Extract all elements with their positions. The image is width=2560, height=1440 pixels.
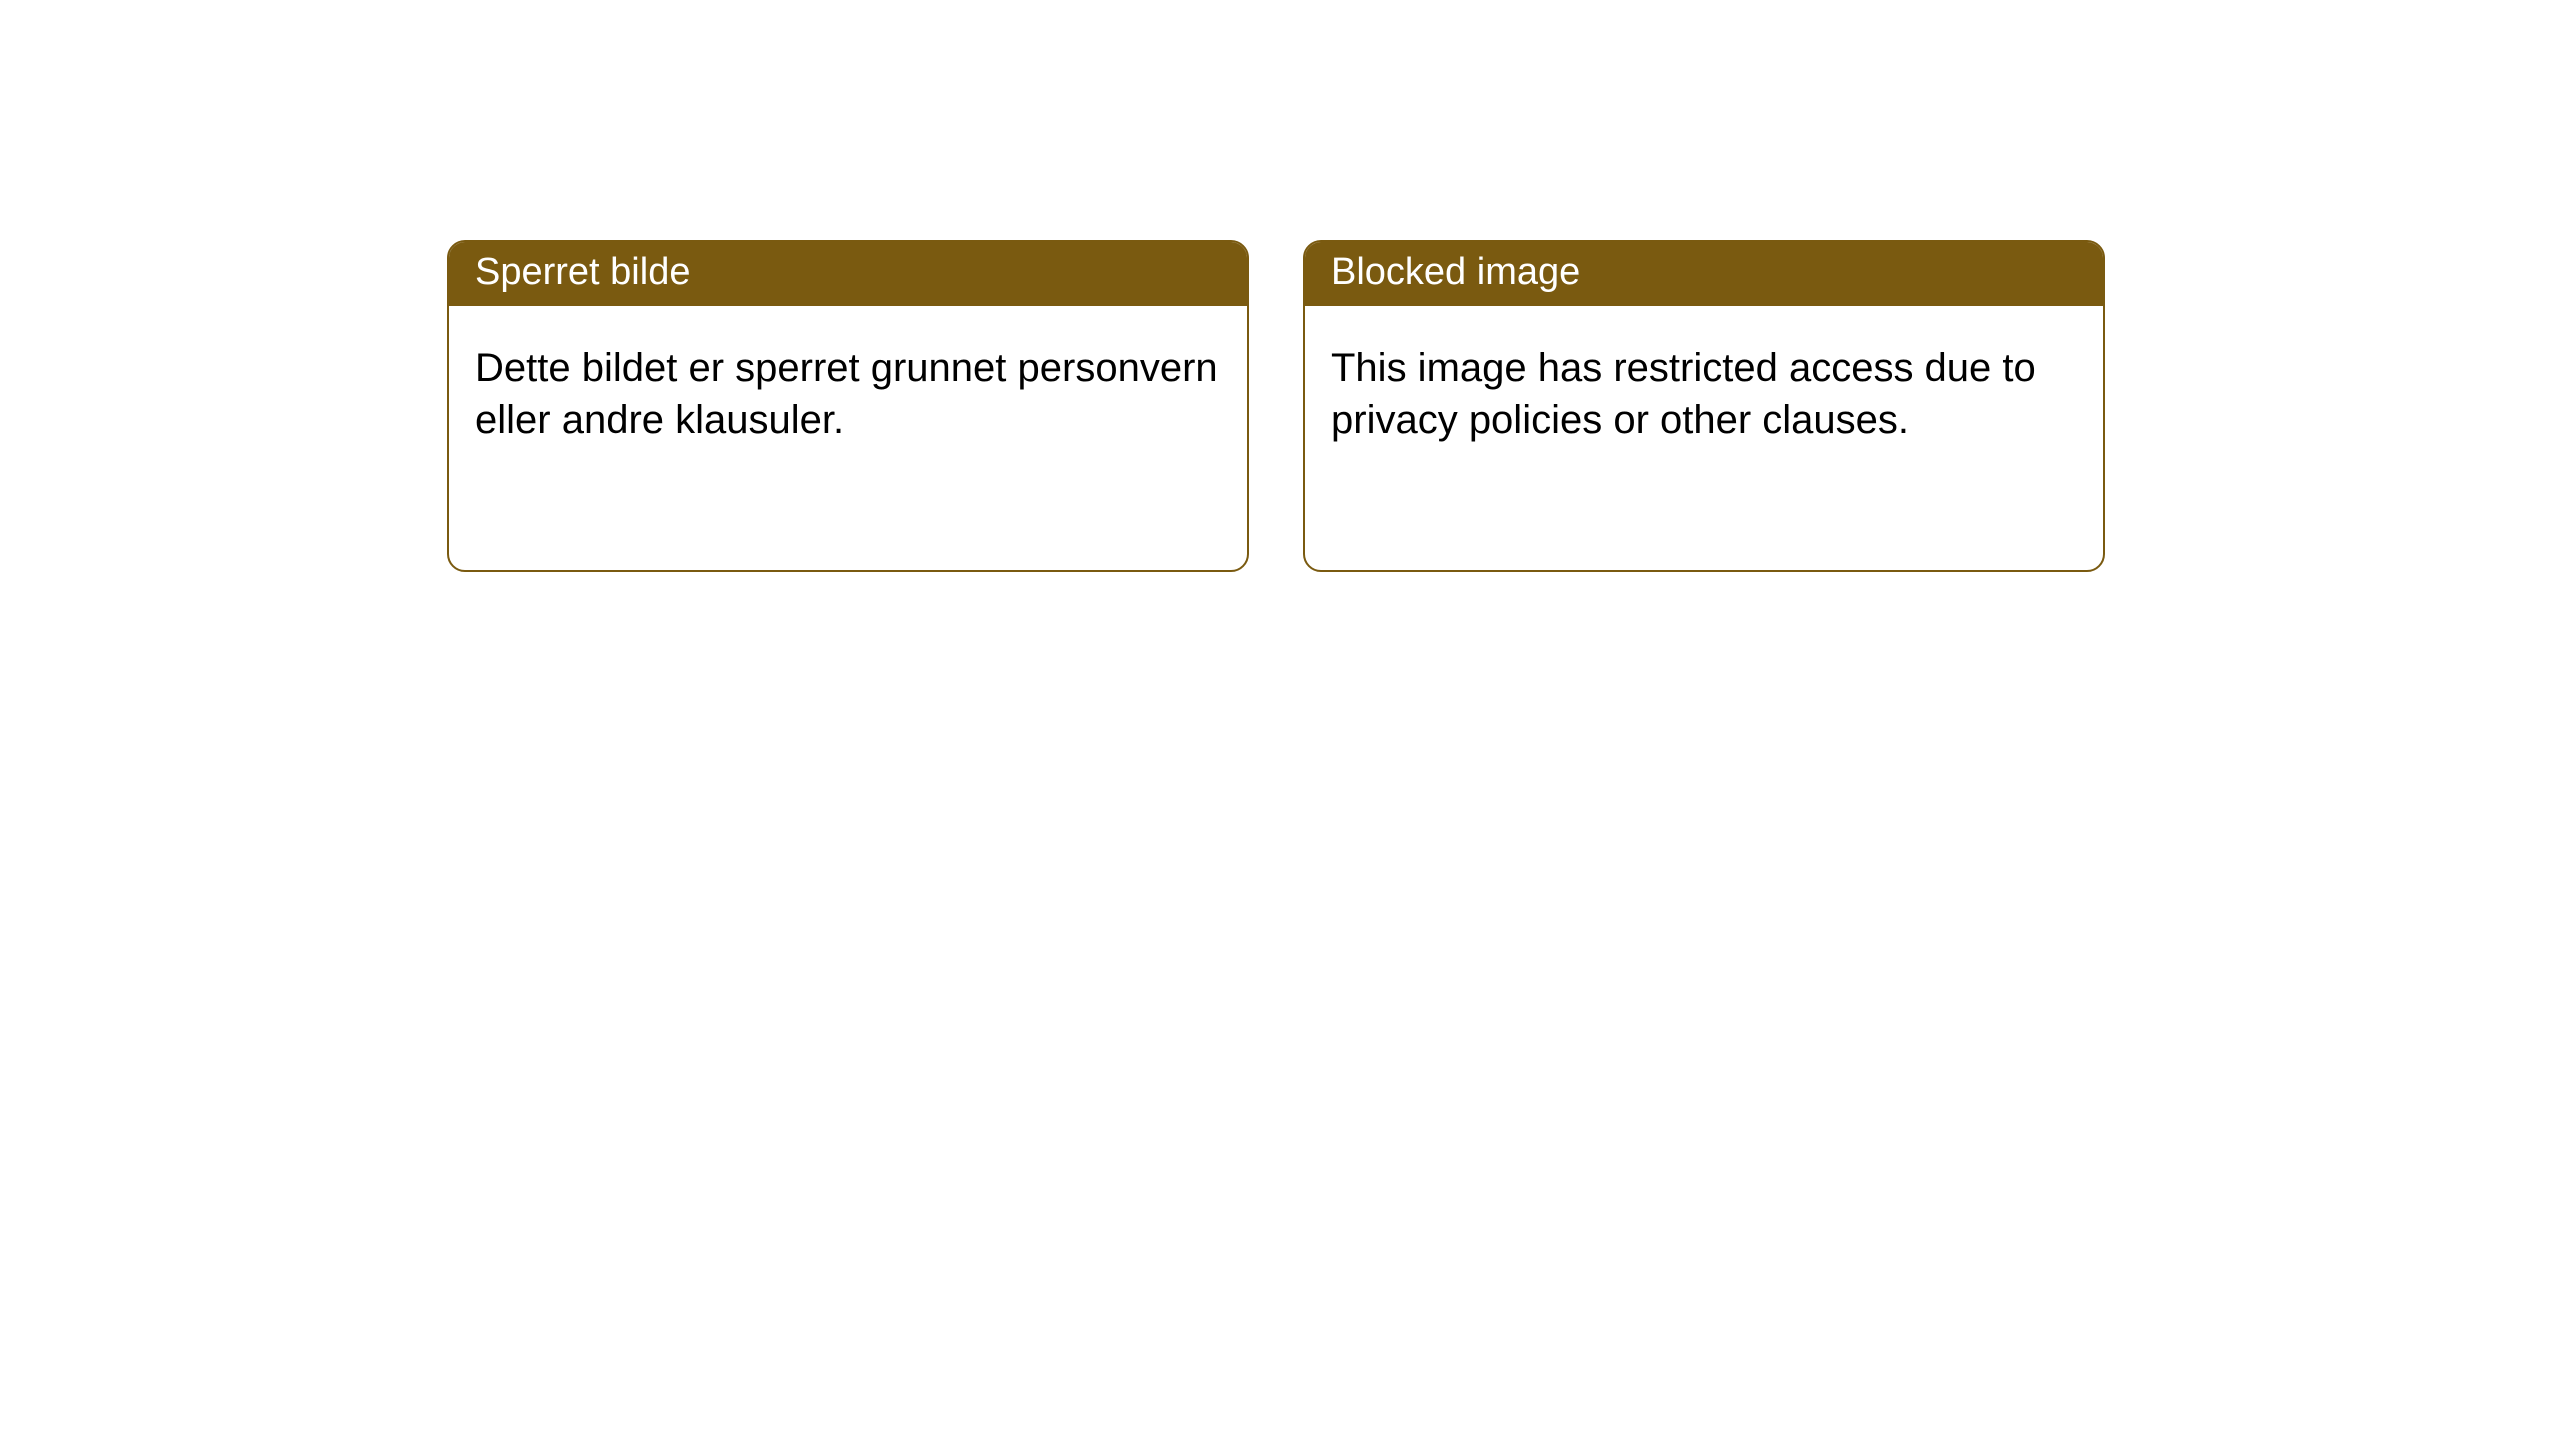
notice-card-norwegian: Sperret bilde Dette bildet er sperret gr… <box>447 240 1249 572</box>
notice-header-norwegian: Sperret bilde <box>449 242 1247 306</box>
notice-body-norwegian: Dette bildet er sperret grunnet personve… <box>449 306 1247 466</box>
notice-title-english: Blocked image <box>1331 251 1580 293</box>
notice-message-norwegian: Dette bildet er sperret grunnet personve… <box>475 346 1218 442</box>
notice-message-english: This image has restricted access due to … <box>1331 346 2036 442</box>
notice-body-english: This image has restricted access due to … <box>1305 306 2103 466</box>
notice-title-norwegian: Sperret bilde <box>475 251 690 293</box>
notice-card-english: Blocked image This image has restricted … <box>1303 240 2105 572</box>
notice-container: Sperret bilde Dette bildet er sperret gr… <box>0 0 2560 572</box>
notice-header-english: Blocked image <box>1305 242 2103 306</box>
